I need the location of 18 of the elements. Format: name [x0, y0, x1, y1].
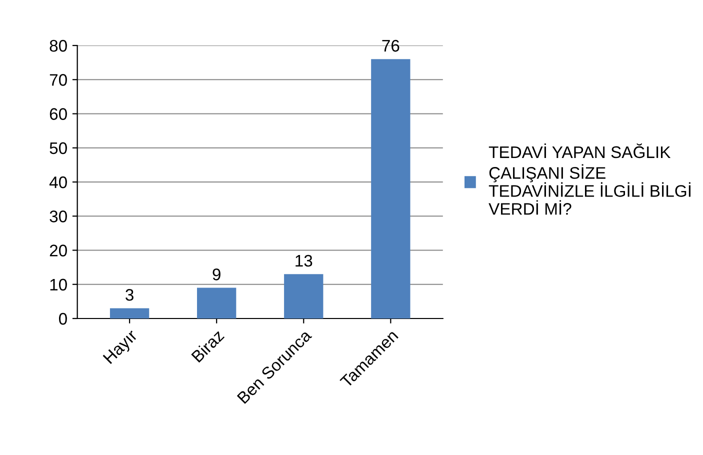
y-tick-label: 0 [58, 312, 67, 325]
y-tick-label: 20 [50, 244, 67, 256]
legend-label: TEDAVİ YAPAN SAĞLIK ÇALIŞANI SİZE TEDAVİNİZLE İLGİLİ BİLGİ VERDİ Mİ? [488, 143, 690, 215]
bar [110, 308, 150, 318]
bar [197, 288, 236, 318]
data-label: 3 [126, 289, 134, 301]
y-tick-label: 60 [50, 108, 67, 120]
y-tick-label: 30 [50, 210, 67, 222]
bar [371, 59, 410, 318]
data-label: 13 [296, 254, 312, 267]
y-tick-label: 80 [50, 40, 67, 52]
y-tick-label: 10 [50, 278, 67, 291]
y-tick-label: 70 [50, 74, 67, 86]
y-tick-label: 50 [50, 142, 67, 154]
data-label: 76 [382, 40, 400, 52]
y-tick-label: 40 [49, 176, 67, 188]
data-label: 9 [212, 268, 220, 280]
bar [284, 274, 324, 318]
